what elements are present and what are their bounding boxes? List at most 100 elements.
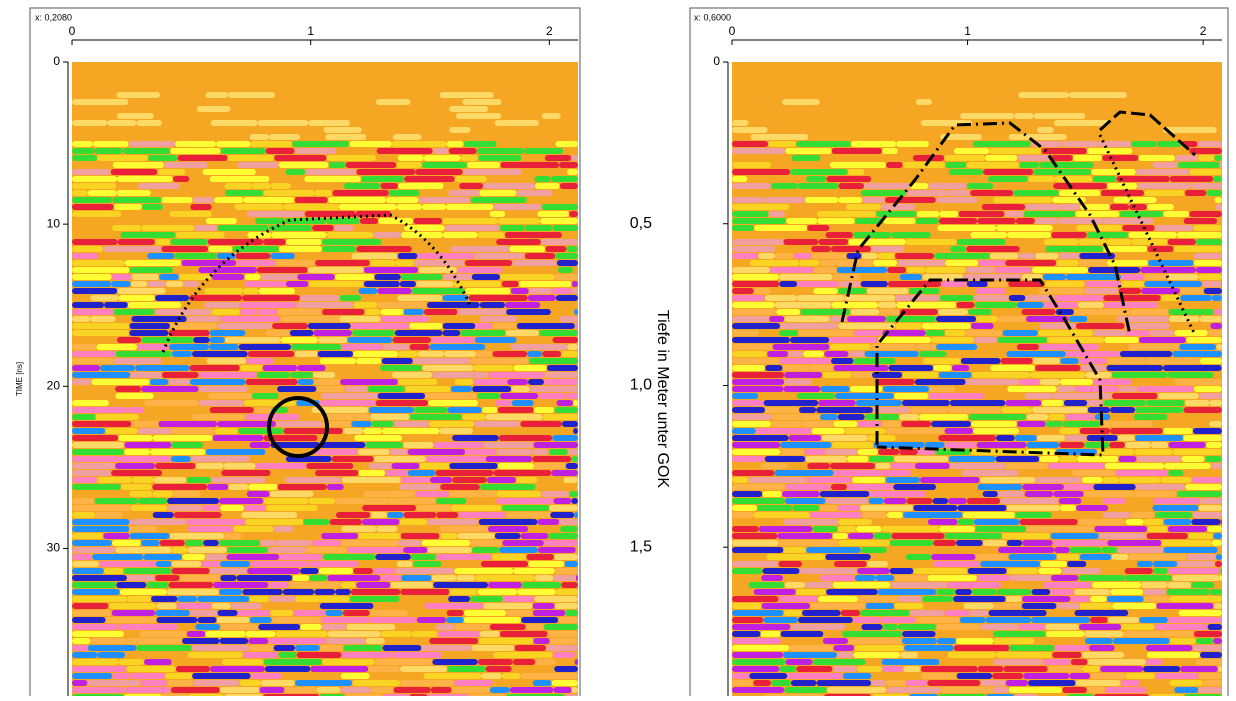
radargram-texture xyxy=(974,519,1020,525)
radargram-texture xyxy=(833,421,857,427)
radargram-texture xyxy=(547,365,578,371)
radargram-texture xyxy=(817,211,876,217)
radargram-texture xyxy=(978,666,1004,672)
radargram-texture xyxy=(354,435,402,441)
radargram-texture xyxy=(473,379,507,385)
radargram-texture xyxy=(575,323,578,329)
radargram-texture xyxy=(1033,358,1060,364)
radargram-texture xyxy=(316,386,344,392)
radargram-texture xyxy=(304,176,361,182)
radargram-texture xyxy=(265,127,324,133)
radargram-texture xyxy=(848,169,865,175)
radargram-texture xyxy=(313,330,352,336)
radargram-texture xyxy=(732,575,761,581)
radargram-texture xyxy=(495,533,521,539)
radargram-texture xyxy=(1116,176,1169,182)
radargram-texture xyxy=(855,575,876,581)
radargram-texture xyxy=(1135,407,1184,413)
y-tick-label: 0,5 xyxy=(630,215,652,232)
radargram-texture xyxy=(492,351,527,357)
radargram-texture xyxy=(517,323,575,329)
radargram-texture xyxy=(922,323,971,329)
radargram-texture xyxy=(1026,414,1048,420)
radargram-texture xyxy=(761,575,783,581)
radargram-texture xyxy=(882,421,901,427)
radargram-texture xyxy=(993,183,1053,189)
radargram-texture xyxy=(397,561,413,567)
radargram-texture xyxy=(1181,456,1204,462)
radargram-texture xyxy=(224,463,256,469)
radargram-texture xyxy=(297,302,353,308)
radargram-texture xyxy=(848,638,902,644)
radargram-texture xyxy=(404,176,454,182)
radargram-texture xyxy=(941,281,967,287)
radargram-texture xyxy=(72,113,117,119)
radargram-texture xyxy=(470,540,502,546)
radargram-texture xyxy=(527,351,542,357)
radargram-texture xyxy=(847,316,886,322)
radargram-texture xyxy=(334,225,354,231)
radargram-texture xyxy=(1217,218,1222,224)
radargram-texture xyxy=(72,568,104,574)
radargram-texture xyxy=(1015,435,1037,441)
radargram-texture xyxy=(800,106,856,112)
radargram-texture xyxy=(506,309,551,315)
radargram-texture xyxy=(141,225,194,231)
radargram-texture xyxy=(297,365,325,371)
radargram-texture xyxy=(72,337,117,343)
radargram-texture xyxy=(380,575,401,581)
radargram-texture xyxy=(831,484,847,490)
radargram-texture xyxy=(490,624,526,630)
radargram-texture xyxy=(410,344,430,350)
radargram-texture xyxy=(1069,673,1090,679)
radargram-texture xyxy=(906,267,925,273)
radargram-texture xyxy=(1026,526,1064,532)
radargram-texture xyxy=(732,386,784,392)
radargram-texture xyxy=(1177,232,1222,238)
radargram-texture xyxy=(136,120,162,126)
radargram-texture xyxy=(187,631,206,637)
radargram-texture xyxy=(356,582,390,588)
radargram-texture xyxy=(1084,491,1135,497)
radargram-texture xyxy=(1076,386,1119,392)
radargram-texture xyxy=(321,393,378,399)
radargram-texture xyxy=(1006,351,1065,357)
radargram-texture xyxy=(367,386,404,392)
radargram-texture xyxy=(1144,99,1195,105)
radargram-texture xyxy=(841,610,860,616)
radargram-texture xyxy=(241,512,297,518)
radargram-texture xyxy=(398,155,424,161)
radargram-texture xyxy=(1076,680,1121,686)
radargram-texture xyxy=(782,365,808,371)
radargram-texture xyxy=(381,183,398,189)
radargram-texture xyxy=(994,638,1035,644)
radargram-texture xyxy=(104,302,128,308)
radargram-texture xyxy=(984,393,1024,399)
radargram-texture xyxy=(1027,442,1060,448)
radargram-texture xyxy=(1167,589,1210,595)
radargram-texture xyxy=(810,512,862,518)
radargram-texture xyxy=(789,435,822,441)
radargram-texture xyxy=(1079,624,1121,630)
radargram-texture xyxy=(861,624,882,630)
radargram-texture xyxy=(362,127,413,133)
radargram-texture xyxy=(268,99,327,105)
radargram-texture xyxy=(386,197,418,203)
radargram-texture xyxy=(784,687,827,693)
radargram-texture xyxy=(381,309,404,315)
radargram-texture xyxy=(1028,176,1055,182)
radargram-texture xyxy=(500,393,538,399)
radargram-texture xyxy=(224,533,241,539)
y-tick-label: 10 xyxy=(47,216,61,230)
radargram-texture xyxy=(793,113,812,119)
radargram-texture xyxy=(938,435,996,441)
radargram-texture xyxy=(159,274,179,280)
radargram-texture xyxy=(977,575,1010,581)
radargram-texture xyxy=(252,183,271,189)
radargram-texture xyxy=(477,393,500,399)
radargram-texture xyxy=(1009,295,1026,301)
radargram-texture xyxy=(1045,246,1103,252)
radargram-texture xyxy=(431,687,452,693)
radargram-texture xyxy=(903,666,921,672)
radargram-texture xyxy=(294,351,317,357)
